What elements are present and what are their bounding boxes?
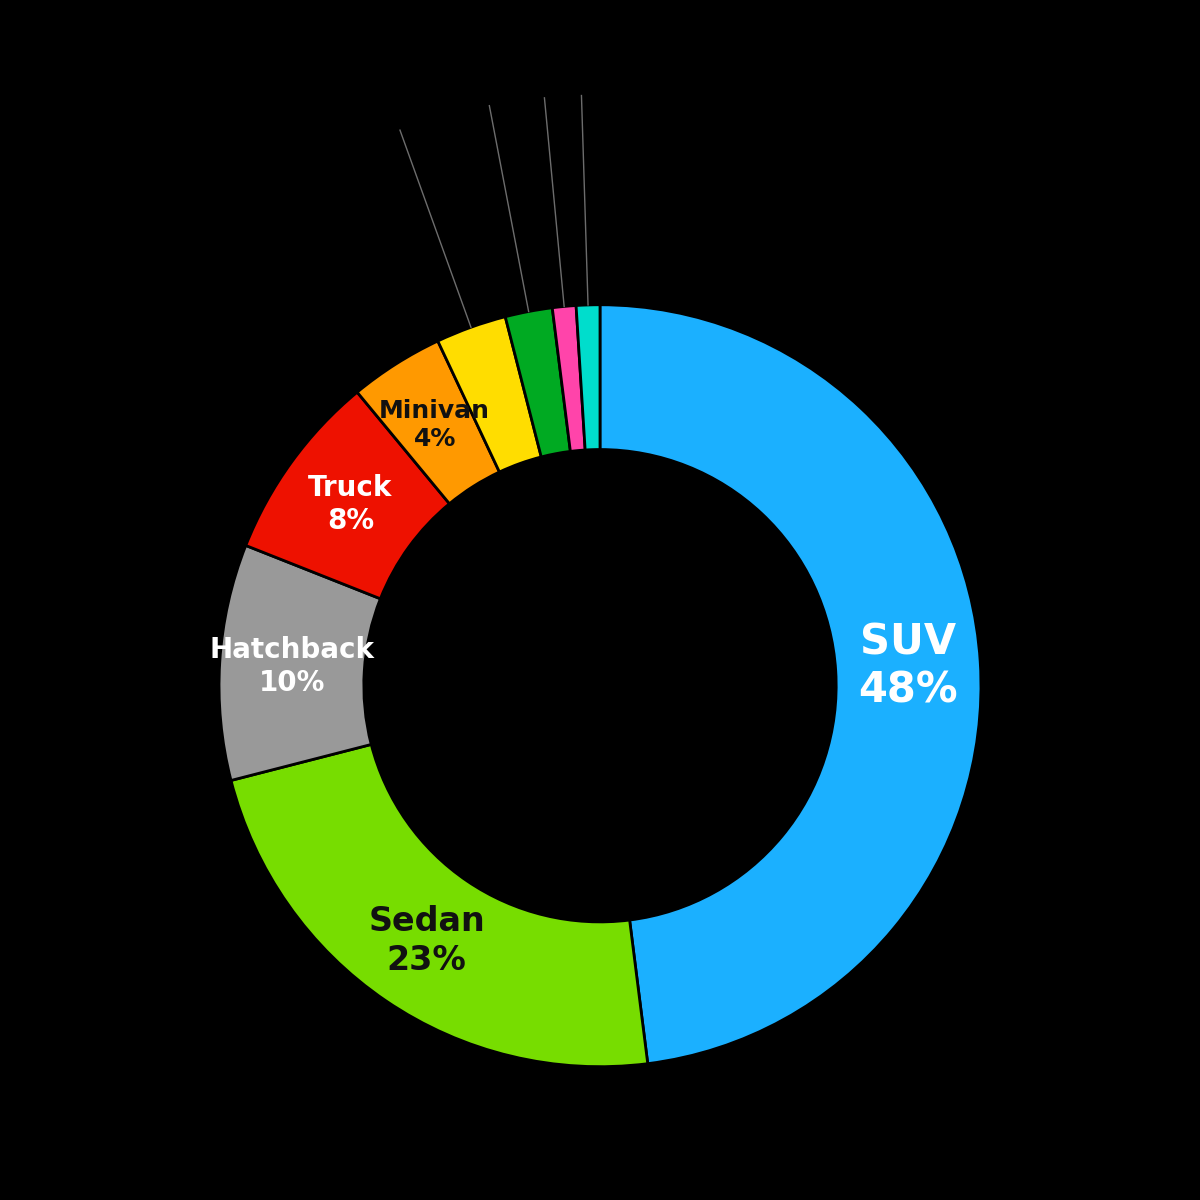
Text: Truck
8%: Truck 8%: [308, 474, 392, 534]
Text: Minivan
4%: Minivan 4%: [379, 400, 490, 451]
Wedge shape: [600, 305, 980, 1063]
Wedge shape: [220, 546, 380, 780]
Wedge shape: [576, 305, 600, 450]
Text: Hatchback
10%: Hatchback 10%: [210, 636, 374, 696]
Text: Sedan
23%: Sedan 23%: [368, 905, 485, 977]
Wedge shape: [246, 392, 450, 599]
Text: SUV
48%: SUV 48%: [858, 622, 958, 712]
Wedge shape: [438, 317, 541, 472]
Wedge shape: [505, 307, 570, 457]
Wedge shape: [232, 744, 648, 1067]
Wedge shape: [358, 341, 499, 504]
Wedge shape: [552, 306, 586, 451]
